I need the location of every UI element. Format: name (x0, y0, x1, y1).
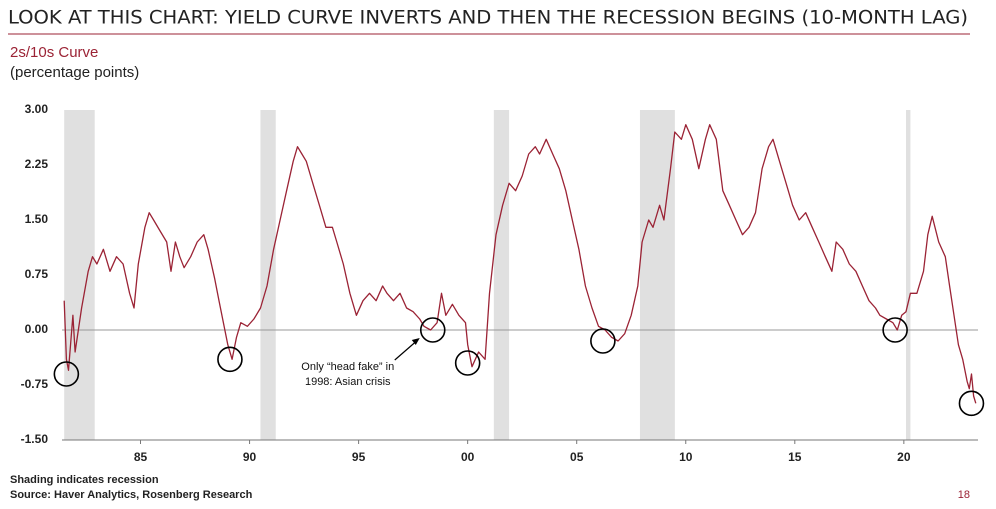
y-tick-label: 1.50 (25, 212, 49, 226)
x-tick-label: 00 (461, 450, 475, 464)
x-tick-label: 05 (570, 450, 584, 464)
highlight-circle (590, 328, 616, 354)
x-tick-label: 95 (352, 450, 366, 464)
x-tick-label: 85 (134, 450, 148, 464)
recession-band (260, 110, 276, 440)
recession-band (64, 110, 95, 440)
annotation-arrow (394, 339, 419, 361)
y-axis-label: (percentage points) (10, 64, 139, 81)
highlight-circle (217, 346, 243, 373)
x-tick-label: 10 (679, 450, 693, 464)
highlight-circle (419, 317, 446, 343)
chart-title: LOOK AT THIS CHART: YIELD CURVE INVERTS … (8, 7, 968, 29)
source: Source: Haver Analytics, Rosenberg Resea… (10, 489, 253, 501)
recession-band (639, 110, 675, 440)
x-tick-label: 90 (243, 450, 257, 464)
y-tick-label: 2.25 (25, 157, 49, 171)
highlight-circle (958, 390, 985, 417)
recession-band (906, 110, 911, 440)
annotation: 1998: Asian crisis (305, 376, 391, 388)
page-number: 18 (958, 489, 970, 501)
arrow-head (411, 338, 420, 345)
x-tick-label: 20 (897, 450, 911, 464)
y-tick-label: -0.75 (21, 377, 49, 391)
series-line (63, 124, 977, 404)
x-tick-label: 15 (788, 450, 802, 464)
highlight-circle (882, 317, 908, 343)
highlight-circle (53, 361, 80, 387)
recession-band (493, 110, 510, 440)
annotation: Only “head fake” in (301, 361, 394, 373)
y-tick-label: 0.00 (25, 322, 49, 336)
y-tick-label: 0.75 (25, 267, 49, 281)
y-tick-label: 3.00 (25, 102, 49, 116)
subtitle: 2s/10s Curve (10, 44, 98, 61)
footnote: Shading indicates recession (10, 474, 159, 486)
y-tick-label: -1.50 (21, 432, 49, 446)
highlight-circle (454, 350, 481, 376)
